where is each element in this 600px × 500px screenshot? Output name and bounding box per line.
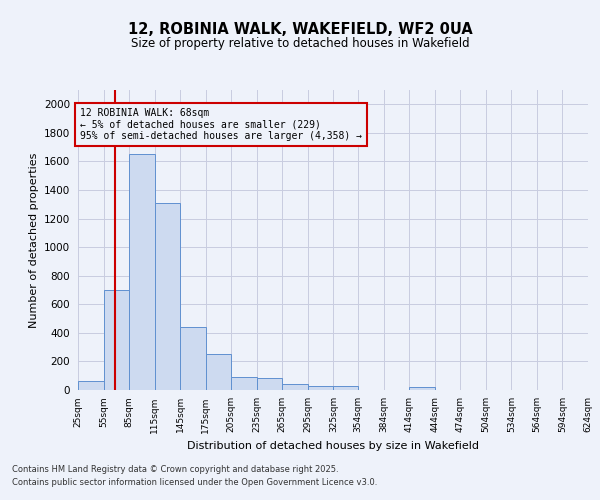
Bar bbox=[283, 384, 308, 390]
Bar bbox=[334, 386, 358, 390]
Bar bbox=[409, 387, 435, 390]
Y-axis label: Number of detached properties: Number of detached properties bbox=[29, 152, 38, 328]
Bar bbox=[104, 290, 129, 390]
X-axis label: Distribution of detached houses by size in Wakefield: Distribution of detached houses by size … bbox=[187, 441, 479, 451]
Text: Contains public sector information licensed under the Open Government Licence v3: Contains public sector information licen… bbox=[12, 478, 377, 487]
Bar bbox=[206, 354, 231, 390]
Bar bbox=[257, 378, 283, 390]
Bar bbox=[231, 377, 257, 390]
Bar bbox=[180, 327, 206, 390]
Bar bbox=[129, 154, 155, 390]
Text: 12, ROBINIA WALK, WAKEFIELD, WF2 0UA: 12, ROBINIA WALK, WAKEFIELD, WF2 0UA bbox=[128, 22, 472, 38]
Text: Size of property relative to detached houses in Wakefield: Size of property relative to detached ho… bbox=[131, 38, 469, 51]
Bar bbox=[308, 386, 334, 390]
Text: 12 ROBINIA WALK: 68sqm
← 5% of detached houses are smaller (229)
95% of semi-det: 12 ROBINIA WALK: 68sqm ← 5% of detached … bbox=[80, 108, 362, 141]
Bar bbox=[78, 380, 104, 390]
Bar bbox=[155, 203, 180, 390]
Text: Contains HM Land Registry data © Crown copyright and database right 2025.: Contains HM Land Registry data © Crown c… bbox=[12, 466, 338, 474]
